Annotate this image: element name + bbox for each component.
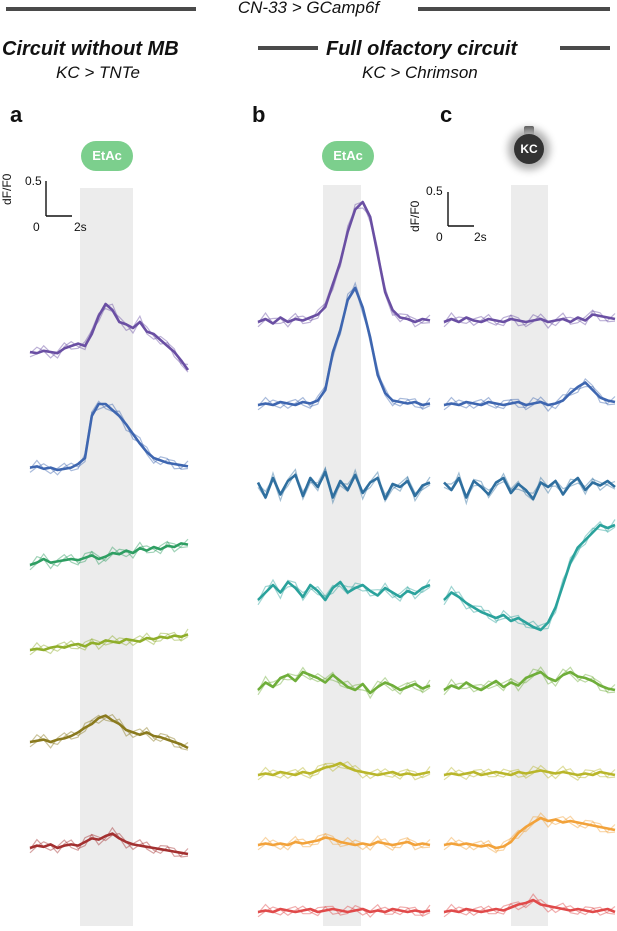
kc-bulb-cap-icon	[524, 126, 534, 135]
stim-band-c	[511, 185, 548, 926]
trace-layer	[29, 200, 616, 918]
header-rule-right	[418, 7, 610, 11]
group-title-without-mb: Circuit without MB	[2, 38, 179, 60]
group-rule-left	[258, 46, 318, 50]
group-title-full-circuit: Full olfactory circuit	[326, 38, 518, 60]
trace-c-4-mean	[443, 523, 616, 632]
stimulus-bubble-a: EtAc	[81, 141, 133, 171]
trace-c-3-mean	[443, 476, 616, 501]
trace-b-5-replicate-1	[257, 666, 431, 700]
trace-c-5-mean	[443, 670, 616, 692]
trace-b-4-mean	[257, 580, 431, 602]
trace-c-7-replicate-1	[443, 812, 616, 852]
trace-a-4-replicate-1	[29, 631, 189, 656]
trace-b-3-mean	[256, 470, 431, 501]
trace-b-6-replicate-1	[257, 762, 431, 781]
trace-c-1-mean	[443, 313, 616, 324]
group-subtitle-without-mb: KC > TNTe	[56, 63, 140, 82]
stim-band-b	[323, 185, 361, 926]
group-subtitle-full-circuit: KC > Chrimson	[362, 63, 478, 82]
trace-a-2-replicate-1	[29, 400, 189, 476]
kc-bulb-icon: KC	[514, 134, 544, 164]
trace-a-5-mean	[29, 714, 189, 750]
scalebar-c-time: 2s	[474, 230, 487, 244]
scalebar-c-value: 0.5	[426, 184, 443, 198]
trace-a-3-mean	[29, 542, 189, 567]
scalebar-c-ylabel: dF/F0	[408, 200, 422, 232]
trace-c-6-replicate-1	[443, 764, 616, 781]
stimulus-bubble-b: EtAc	[322, 141, 374, 171]
header-label: CN-33 > GCamp6f	[237, 0, 380, 17]
trace-b-6-mean	[257, 761, 431, 777]
scalebar-a-time: 2s	[74, 220, 87, 234]
trace-b-1-mean	[257, 200, 431, 325]
trace-b-2-mean	[257, 286, 431, 407]
trace-a-1-mean	[29, 302, 190, 371]
trace-b-7-replicate-1	[257, 832, 431, 851]
trace-a-6-replicate-1	[29, 832, 189, 858]
trace-b-3-replicate-1	[257, 466, 431, 500]
trace-b-4-replicate-1	[257, 578, 431, 606]
scalebar-a-zero: 0	[33, 220, 40, 234]
trace-a-5-replicate-1	[29, 714, 189, 751]
trace-b-7-mean	[257, 836, 431, 847]
header-rule-left	[6, 7, 196, 11]
panel-letter-a: a	[10, 102, 23, 127]
trace-c-2-mean	[443, 381, 616, 407]
trace-c-8-mean	[443, 898, 616, 914]
scalebar-c-zero: 0	[436, 230, 443, 244]
scalebar-a-ylabel: dF/F0	[0, 173, 14, 205]
trace-c-6-mean	[443, 769, 616, 777]
trace-c-3-replicate-1	[443, 471, 616, 502]
trace-a-3-replicate-1	[29, 541, 189, 571]
trace-a-1-replicate-1	[29, 307, 189, 373]
trace-b-5-mean	[257, 670, 431, 695]
scalebar-a-value: 0.5	[25, 174, 42, 188]
trace-a-4-mean	[29, 633, 189, 652]
panel-letter-c: c	[440, 102, 453, 127]
trace-b-8-mean	[257, 907, 431, 914]
trace-a-6-mean	[29, 832, 189, 856]
trace-c-5-replicate-1	[443, 666, 616, 696]
panel-letter-b: b	[252, 102, 266, 127]
trace-c-7-mean	[443, 816, 616, 850]
trace-c-4-replicate-1	[443, 520, 616, 630]
trace-c-1-replicate-1	[443, 310, 616, 328]
trace-c-2-replicate-1	[443, 386, 616, 411]
trace-b-8-replicate-1	[257, 904, 431, 918]
trace-c-8-replicate-1	[443, 898, 616, 918]
trace-a-2-mean	[29, 402, 189, 472]
group-rule-right	[560, 46, 610, 50]
